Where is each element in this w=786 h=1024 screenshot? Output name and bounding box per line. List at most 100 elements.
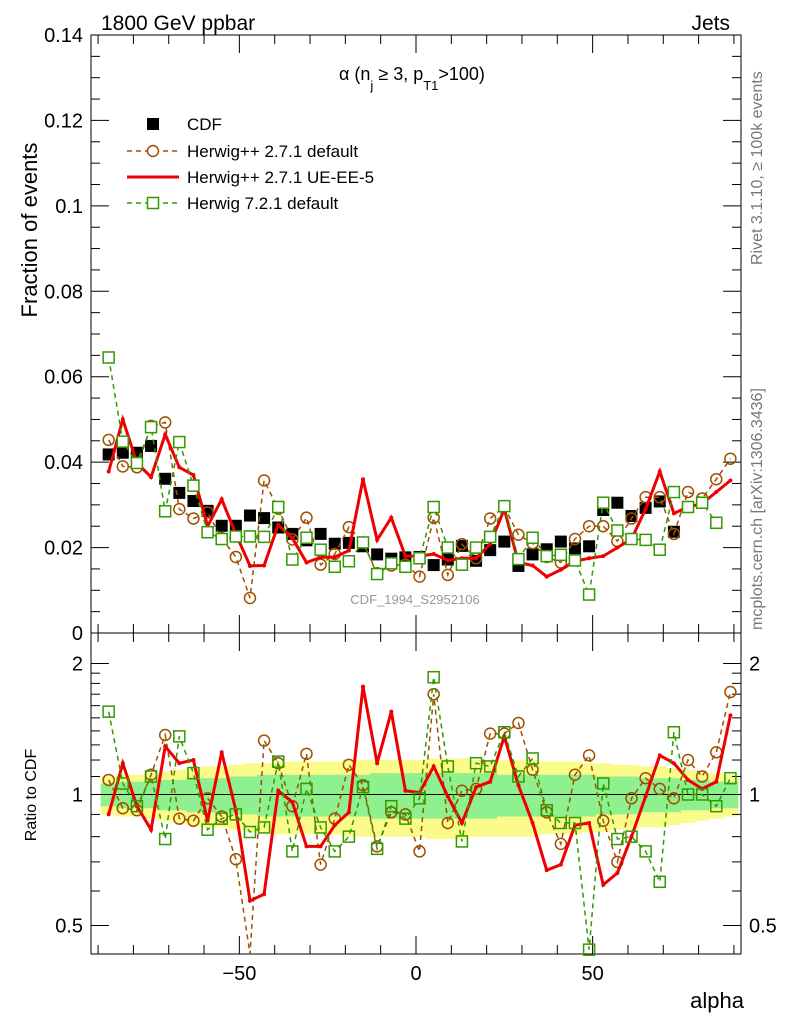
y-tick-label: 0.12 xyxy=(44,110,83,132)
herwig7-default-point xyxy=(498,499,511,513)
herwig7-default-point xyxy=(611,524,624,537)
ratio-herwig7-point xyxy=(314,821,327,834)
herwigpp-ueee5-point xyxy=(177,465,182,470)
ratio-ueee5-point xyxy=(587,820,592,825)
ratio-herwigpp-point xyxy=(314,858,327,871)
cdf-data-point xyxy=(554,535,567,548)
cdf-data-point xyxy=(243,509,256,522)
x-tick-label: 0 xyxy=(410,963,421,985)
ratio-herwigpp-point xyxy=(469,782,483,796)
ratio-ueee5-point xyxy=(149,827,154,832)
herwigpp-ueee5-point xyxy=(247,563,252,568)
herwig7-default-point xyxy=(441,541,455,554)
herwigpp-default-point xyxy=(625,512,638,525)
ratio-herwig7-point xyxy=(681,788,695,801)
ratio-ueee5-point xyxy=(219,750,224,755)
cdf-data-point xyxy=(314,527,327,540)
herwigpp-default-point xyxy=(512,528,525,542)
herwigpp-ueee5-point xyxy=(304,560,309,565)
cdf-data-point xyxy=(116,446,129,459)
herwig7-default-point xyxy=(399,560,412,574)
herwig7-default-point xyxy=(102,351,115,364)
ratio-ueee5-point xyxy=(332,823,337,828)
ratio-herwig7-point xyxy=(215,812,228,825)
herwigpp-ueee5-point xyxy=(106,469,111,474)
ratio-herwigpp-point xyxy=(441,816,455,830)
herwigpp-default-point xyxy=(455,537,469,551)
ratio-ueee5-point xyxy=(290,800,295,805)
herwig7-default-line xyxy=(107,357,717,598)
ratio-ueee5-point xyxy=(671,761,676,766)
ratio-herwigpp-point xyxy=(187,814,200,828)
herwig7-default-point xyxy=(130,456,144,470)
herwigpp-ueee5-point xyxy=(615,545,620,550)
herwigpp-ueee5-point xyxy=(544,574,549,579)
ratio-herwigpp-point xyxy=(724,685,737,699)
ratio-herwigpp-point xyxy=(158,728,172,742)
ratio-y-tick-label: 2 xyxy=(72,653,83,675)
ratio-herwig7-point xyxy=(469,756,483,770)
ratio-ueee5-point xyxy=(375,761,380,766)
ratio-herwigpp-point xyxy=(710,746,723,759)
ratio-herwigpp-point xyxy=(300,747,313,761)
ratio-herwig7-point xyxy=(300,782,313,796)
cdf-data-point xyxy=(427,559,440,572)
herwigpp-ueee5-point xyxy=(474,556,479,561)
x-tick-label: −50 xyxy=(222,963,256,985)
ratio-ueee5-point xyxy=(106,812,111,817)
plot-title: α (nj ≥ 3, pT1>100) xyxy=(339,64,485,93)
herwigpp-ueee5-point xyxy=(643,507,648,512)
cdf-data-point xyxy=(215,519,228,532)
ratio-y-tick-label: 1 xyxy=(72,784,83,806)
ratio-herwig7-point xyxy=(413,792,426,805)
ratio-herwig7-point xyxy=(483,760,497,773)
herwigpp-default-point xyxy=(724,452,737,465)
herwig7-default-point xyxy=(681,500,695,514)
ratio-herwig7-point xyxy=(710,799,723,813)
ratio-ueee5-point xyxy=(205,818,210,823)
main-plot-ticks: 0 0.02 0.04 0.06 0.08 0.1 0.12 0.14 xyxy=(44,25,741,645)
cdf-data-point xyxy=(258,512,271,525)
ratio-plot-y-axis-label: Ratio to CDF xyxy=(23,749,40,842)
herwig7-default-point xyxy=(653,543,666,556)
herwigpp-ueee5-point xyxy=(163,432,168,437)
herwigpp-default-point xyxy=(596,519,610,533)
y-tick-label: 0.04 xyxy=(44,452,83,474)
ratio-herwig7-point xyxy=(667,725,681,739)
ratio-herwig7-point xyxy=(144,770,158,783)
herwigpp-ueee5-point xyxy=(332,554,337,559)
cdf-data-point xyxy=(371,548,384,561)
herwig7-default-point xyxy=(243,530,257,543)
ratio-ueee5-point xyxy=(728,713,733,718)
y-tick-label: 0.08 xyxy=(44,281,83,303)
herwig7-default-point xyxy=(427,500,440,514)
herwigpp-ueee5-point xyxy=(601,554,606,559)
ratio-ueee5-point xyxy=(163,744,168,749)
ratio-herwig7-point xyxy=(540,803,553,817)
herwig7-default-point xyxy=(413,552,426,565)
cdf-data-point xyxy=(173,486,186,499)
herwigpp-ueee5-point xyxy=(318,555,323,560)
ratio-herwig7-point xyxy=(568,816,582,830)
ratio-herwig7-point xyxy=(427,670,440,684)
herwig7-default-point xyxy=(356,536,370,549)
herwigpp-default-point xyxy=(413,570,426,583)
herwigpp-default-point xyxy=(483,512,497,525)
ratio-herwigpp-point xyxy=(413,845,426,858)
ratio-herwigpp-point xyxy=(257,734,271,747)
ratio-herwig7-point xyxy=(639,845,652,858)
herwig7-default-point xyxy=(540,549,553,563)
herwigpp-ueee5-point xyxy=(389,515,394,520)
ratio-herwig7-point xyxy=(173,730,186,743)
legend-entry-label: Herwig++ 2.7.1 UE-EE-5 xyxy=(187,168,374,187)
ratio-ueee5-point xyxy=(474,785,479,790)
x-axis-label: alpha xyxy=(690,988,745,1013)
ratio-herwig7-point xyxy=(554,816,568,830)
ratio-herwigpp-point xyxy=(554,837,568,851)
ratio-herwig7-point xyxy=(286,845,299,858)
ratio-herwig7-point xyxy=(526,752,539,765)
ratio-herwig7-point xyxy=(271,755,285,768)
ratio-herwig7-point xyxy=(130,799,144,813)
ratio-herwig7-point xyxy=(370,842,384,856)
